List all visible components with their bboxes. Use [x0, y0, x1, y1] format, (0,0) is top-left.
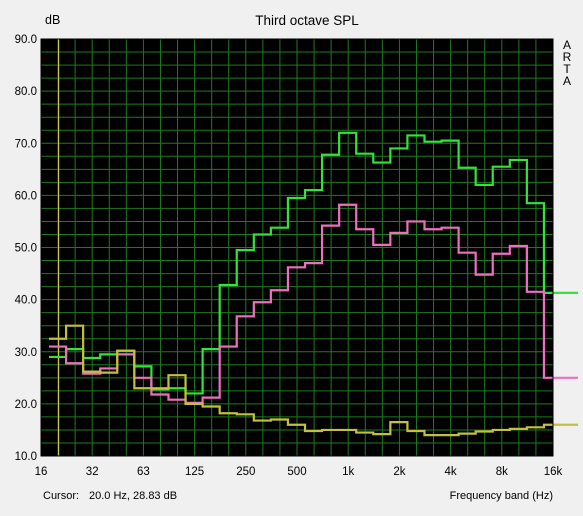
- x-tick-label: 4k: [445, 466, 457, 478]
- y-tick-label: 60.0: [15, 190, 37, 202]
- y-tick-label: 90.0: [15, 34, 37, 46]
- x-tick-label: 63: [137, 466, 150, 478]
- brand-letter: R: [563, 50, 572, 64]
- brand-letter: A: [563, 38, 571, 52]
- cursor-value: 20.0 Hz, 28.83 dB: [89, 490, 177, 502]
- x-tick-label: 2k: [393, 466, 405, 478]
- x-tick-label: 16k: [544, 466, 563, 478]
- y-tick-label: 80.0: [15, 86, 37, 98]
- x-tick-label: 16: [35, 466, 48, 478]
- cursor-label: Cursor:: [43, 490, 79, 502]
- y-tick-label: 70.0: [15, 138, 37, 150]
- x-tick-label: 1k: [342, 466, 354, 478]
- brand-letter: T: [563, 62, 571, 76]
- x-tick-label: 250: [236, 466, 255, 478]
- y-tick-label: 10.0: [15, 451, 37, 463]
- x-tick-label: 500: [287, 466, 306, 478]
- y-tick-label: 40.0: [15, 295, 37, 307]
- plot-border: [40, 38, 554, 457]
- x-tick-label: 125: [185, 466, 204, 478]
- x-tick-label: 8k: [496, 466, 508, 478]
- brand-letter: A: [563, 74, 571, 88]
- y-tick-label: 20.0: [15, 399, 37, 411]
- chart-title: Third octave SPL: [255, 13, 359, 28]
- x-axis-label: Frequency band (Hz): [450, 490, 553, 502]
- series-3-line: [49, 324, 579, 437]
- y-tick-label: 30.0: [15, 347, 37, 359]
- y-tick-label: 50.0: [15, 243, 37, 255]
- y-axis-label: dB: [45, 13, 60, 27]
- x-tick-label: 32: [86, 466, 99, 478]
